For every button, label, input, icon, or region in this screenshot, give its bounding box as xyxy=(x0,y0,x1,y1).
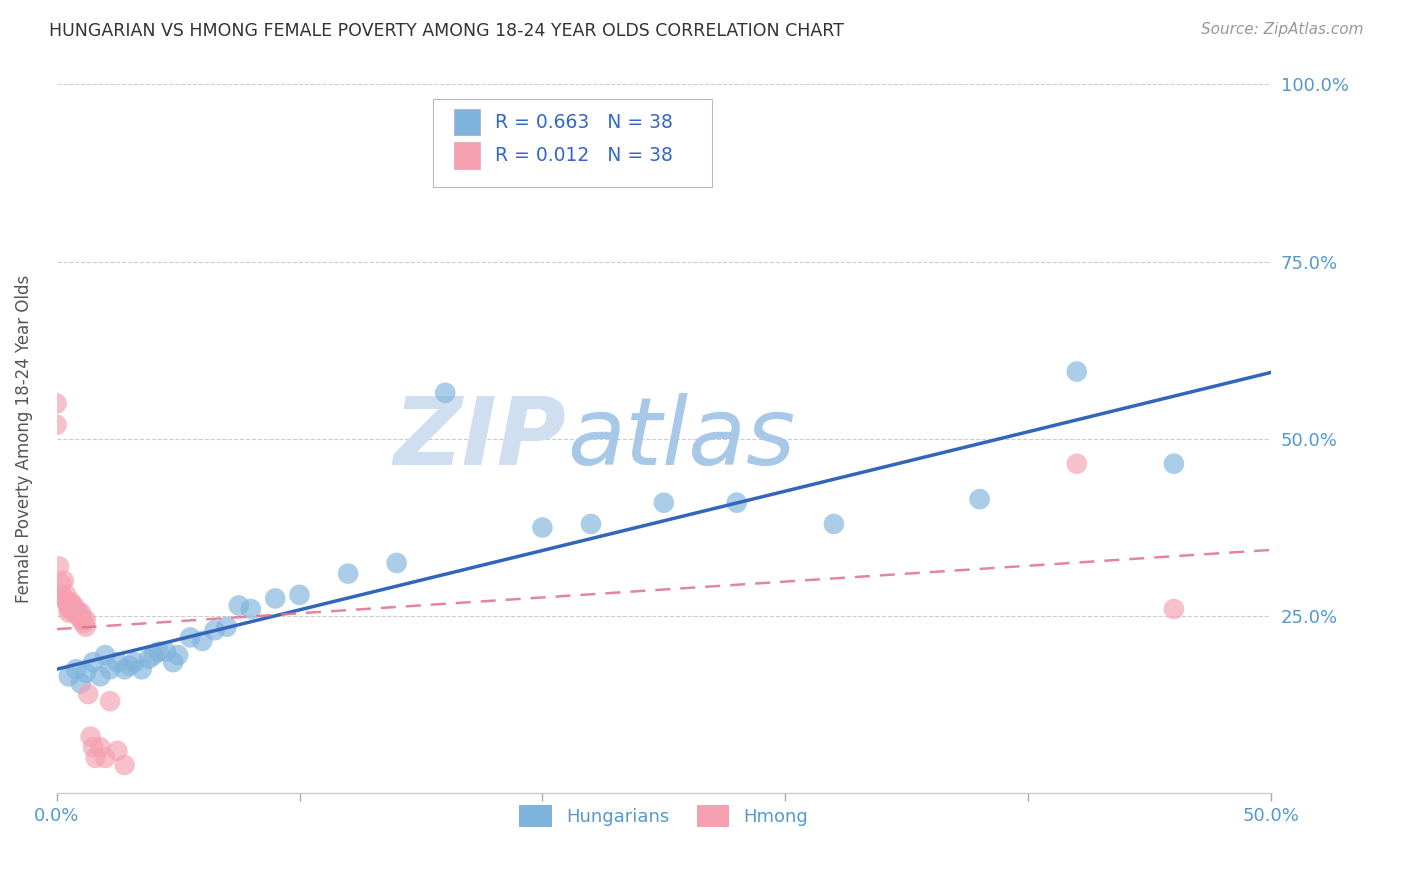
Point xyxy=(162,655,184,669)
Point xyxy=(55,588,77,602)
Point xyxy=(725,496,748,510)
Point xyxy=(215,620,238,634)
Point xyxy=(51,577,73,591)
Point xyxy=(45,396,67,410)
Point xyxy=(434,385,457,400)
Point xyxy=(579,516,602,531)
Point xyxy=(98,694,121,708)
Point xyxy=(337,566,360,581)
Text: Source: ZipAtlas.com: Source: ZipAtlas.com xyxy=(1201,22,1364,37)
Text: ZIP: ZIP xyxy=(394,392,567,485)
Point xyxy=(75,620,97,634)
Point xyxy=(58,602,80,616)
Point xyxy=(105,655,128,669)
Point xyxy=(45,417,67,432)
Point xyxy=(155,644,177,658)
Point xyxy=(969,492,991,507)
FancyBboxPatch shape xyxy=(454,142,481,169)
Point xyxy=(823,516,845,531)
Point xyxy=(58,606,80,620)
Point xyxy=(167,648,190,662)
Point xyxy=(385,556,408,570)
Point xyxy=(60,599,83,613)
Point xyxy=(94,648,117,662)
Point xyxy=(1066,457,1088,471)
Point xyxy=(239,602,262,616)
Point xyxy=(72,616,94,631)
Point xyxy=(51,588,73,602)
Point xyxy=(1066,365,1088,379)
Point xyxy=(67,609,90,624)
Point xyxy=(288,588,311,602)
Text: R = 0.012   N = 38: R = 0.012 N = 38 xyxy=(495,145,673,165)
Point xyxy=(58,599,80,613)
Point xyxy=(531,520,554,534)
Legend: Hungarians, Hmong: Hungarians, Hmong xyxy=(512,797,815,834)
Point xyxy=(58,669,80,683)
Point xyxy=(77,687,100,701)
Point xyxy=(131,662,153,676)
Point xyxy=(72,613,94,627)
Point xyxy=(62,606,84,620)
FancyBboxPatch shape xyxy=(454,109,481,136)
Point xyxy=(124,655,146,669)
Point xyxy=(75,613,97,627)
Point xyxy=(228,599,250,613)
Text: HUNGARIAN VS HMONG FEMALE POVERTY AMONG 18-24 YEAR OLDS CORRELATION CHART: HUNGARIAN VS HMONG FEMALE POVERTY AMONG … xyxy=(49,22,844,40)
Point xyxy=(67,606,90,620)
Point xyxy=(65,662,87,676)
Point xyxy=(60,602,83,616)
Point xyxy=(55,595,77,609)
Text: atlas: atlas xyxy=(567,393,794,484)
Point xyxy=(114,758,136,772)
Point xyxy=(179,631,201,645)
Point xyxy=(1163,602,1185,616)
Point xyxy=(65,606,87,620)
Point xyxy=(89,669,111,683)
Point xyxy=(1163,457,1185,471)
Point xyxy=(82,740,104,755)
Point xyxy=(652,496,675,510)
Point xyxy=(98,662,121,676)
Point xyxy=(79,730,101,744)
Point xyxy=(82,655,104,669)
Point xyxy=(138,651,160,665)
Point xyxy=(62,599,84,613)
Point xyxy=(114,662,136,676)
Point xyxy=(70,613,93,627)
Point xyxy=(70,606,93,620)
Point xyxy=(105,744,128,758)
Point xyxy=(75,665,97,680)
Point xyxy=(84,751,107,765)
Point xyxy=(204,624,226,638)
Point xyxy=(118,658,141,673)
Point xyxy=(52,591,75,606)
Point xyxy=(142,648,165,662)
Point xyxy=(89,740,111,755)
Point xyxy=(70,676,93,690)
Point xyxy=(48,559,70,574)
FancyBboxPatch shape xyxy=(433,99,713,187)
Point xyxy=(148,644,170,658)
Text: R = 0.663   N = 38: R = 0.663 N = 38 xyxy=(495,112,673,131)
Y-axis label: Female Poverty Among 18-24 Year Olds: Female Poverty Among 18-24 Year Olds xyxy=(15,275,32,603)
Point xyxy=(264,591,287,606)
Point xyxy=(65,602,87,616)
Point xyxy=(60,595,83,609)
Point xyxy=(94,751,117,765)
Point xyxy=(191,634,214,648)
Point xyxy=(52,574,75,588)
